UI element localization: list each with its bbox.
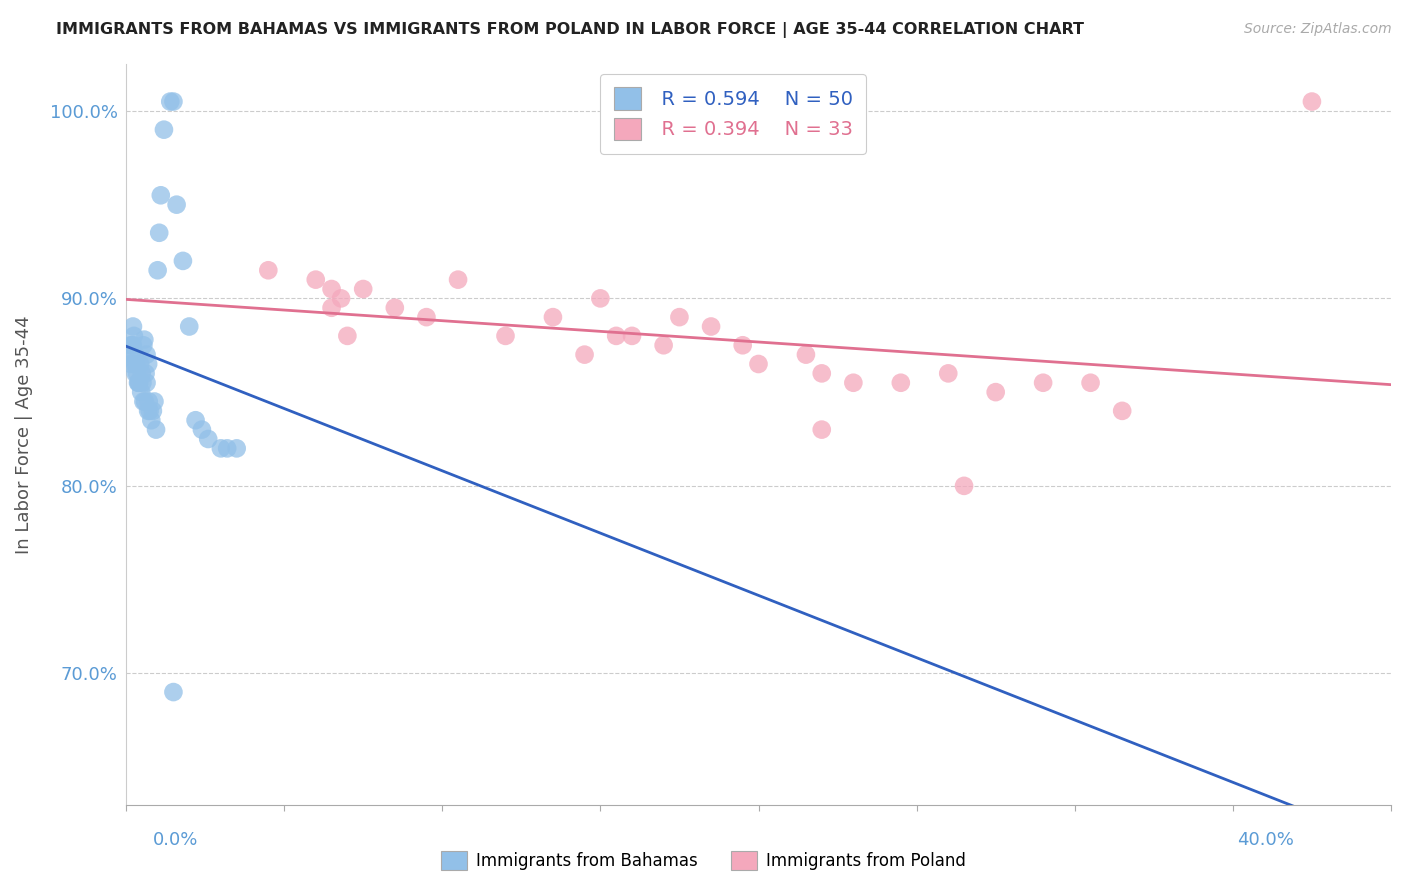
Point [842, 376, 865, 390]
Point [352, 282, 374, 296]
Point [953, 479, 976, 493]
Point [936, 367, 959, 381]
Point [794, 348, 817, 362]
Point [125, 357, 148, 371]
Point [415, 310, 437, 325]
Point [495, 329, 517, 343]
Point [136, 357, 159, 371]
Point [138, 404, 160, 418]
Point [1111, 404, 1133, 418]
Point [132, 338, 155, 352]
Point [134, 333, 156, 347]
Point [191, 423, 214, 437]
Point [124, 367, 146, 381]
Point [135, 367, 157, 381]
Y-axis label: In Labor Force | Age 35-44: In Labor Force | Age 35-44 [15, 315, 32, 554]
Point [124, 348, 146, 362]
Point [321, 301, 343, 315]
Text: Source: ZipAtlas.com: Source: ZipAtlas.com [1244, 22, 1392, 37]
Point [143, 394, 166, 409]
Point [225, 442, 247, 456]
Point [541, 310, 564, 325]
Point [668, 310, 690, 325]
Point [172, 253, 194, 268]
Point [148, 226, 170, 240]
Point [621, 329, 644, 343]
Point [124, 357, 146, 371]
Point [1080, 376, 1102, 390]
Text: 0.0%: 0.0% [153, 831, 198, 849]
Legend:   R = 0.594    N = 50,   R = 0.394    N = 33: R = 0.594 N = 50, R = 0.394 N = 33 [600, 74, 866, 153]
Point [184, 413, 207, 427]
Point [330, 292, 353, 306]
Point [731, 338, 754, 352]
Point [120, 357, 142, 371]
Point [128, 376, 150, 390]
Point [321, 282, 343, 296]
Point [142, 404, 165, 418]
Point [162, 685, 184, 699]
Point [217, 442, 239, 456]
Point [149, 188, 172, 202]
Point [166, 197, 188, 211]
Point [129, 385, 152, 400]
Point [131, 367, 153, 381]
Point [121, 338, 143, 352]
Point [145, 423, 167, 437]
Point [127, 376, 149, 390]
Point [810, 367, 832, 381]
Point [135, 376, 157, 390]
Point [589, 292, 612, 306]
Point [153, 122, 176, 136]
Point [257, 263, 280, 277]
Point [136, 404, 159, 418]
Point [159, 95, 181, 109]
Point [121, 348, 143, 362]
Point [134, 394, 156, 409]
Legend: Immigrants from Bahamas, Immigrants from Poland: Immigrants from Bahamas, Immigrants from… [434, 844, 972, 877]
Point [122, 338, 145, 352]
Point [574, 348, 596, 362]
Point [1032, 376, 1054, 390]
Point [146, 263, 169, 277]
Text: IMMIGRANTS FROM BAHAMAS VS IMMIGRANTS FROM POLAND IN LABOR FORCE | AGE 35-44 COR: IMMIGRANTS FROM BAHAMAS VS IMMIGRANTS FR… [56, 22, 1084, 38]
Point [135, 348, 157, 362]
Text: 40.0%: 40.0% [1237, 831, 1294, 849]
Point [605, 329, 627, 343]
Point [131, 376, 153, 390]
Point [122, 319, 145, 334]
Point [179, 319, 201, 334]
Point [138, 394, 160, 409]
Point [129, 357, 152, 371]
Point [447, 273, 470, 287]
Point [336, 329, 359, 343]
Point [984, 385, 1007, 400]
Point [747, 357, 769, 371]
Point [128, 376, 150, 390]
Point [810, 423, 832, 437]
Point [890, 376, 912, 390]
Point [122, 329, 145, 343]
Point [197, 432, 219, 446]
Point [132, 394, 155, 409]
Point [125, 367, 148, 381]
Point [305, 273, 328, 287]
Point [141, 413, 163, 427]
Point [162, 95, 184, 109]
Point [1301, 95, 1323, 109]
Point [652, 338, 675, 352]
Point [209, 442, 232, 456]
Point [120, 338, 142, 352]
Point [700, 319, 723, 334]
Point [384, 301, 406, 315]
